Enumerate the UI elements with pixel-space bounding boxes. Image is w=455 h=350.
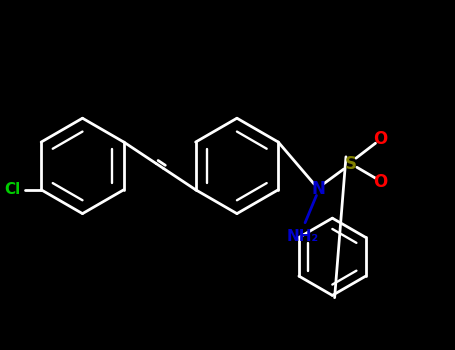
Text: O: O	[373, 173, 387, 191]
Text: NH₂: NH₂	[287, 229, 319, 244]
Text: Cl: Cl	[5, 182, 21, 197]
Text: S: S	[344, 155, 357, 173]
Text: N: N	[312, 180, 326, 198]
Text: O: O	[373, 130, 387, 148]
